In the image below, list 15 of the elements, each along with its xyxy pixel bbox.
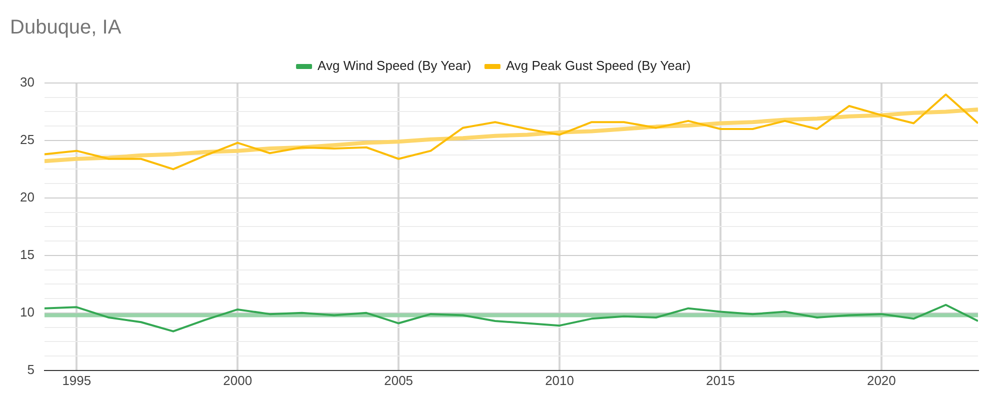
x-tick-label: 2015 (706, 372, 735, 388)
x-tick-label: 2005 (384, 372, 414, 388)
y-tick-label: 15 (20, 247, 34, 262)
y-tick-label: 30 (20, 74, 34, 90)
x-tick-label: 2020 (866, 372, 896, 388)
x-tick-label: 2010 (545, 372, 574, 388)
legend-label: Avg Peak Gust Speed (By Year) (506, 58, 691, 74)
legend-label: Avg Wind Speed (By Year) (318, 58, 472, 74)
y-tick-label: 25 (20, 132, 34, 148)
x-tick-label: 1995 (62, 372, 92, 388)
y-tick-label: 10 (20, 304, 34, 320)
x-tick-label: 2000 (223, 372, 252, 388)
y-tick-label: 20 (20, 190, 34, 205)
chart-title: Dubuque, IA (10, 16, 122, 39)
y-tick-label: 5 (27, 362, 34, 377)
